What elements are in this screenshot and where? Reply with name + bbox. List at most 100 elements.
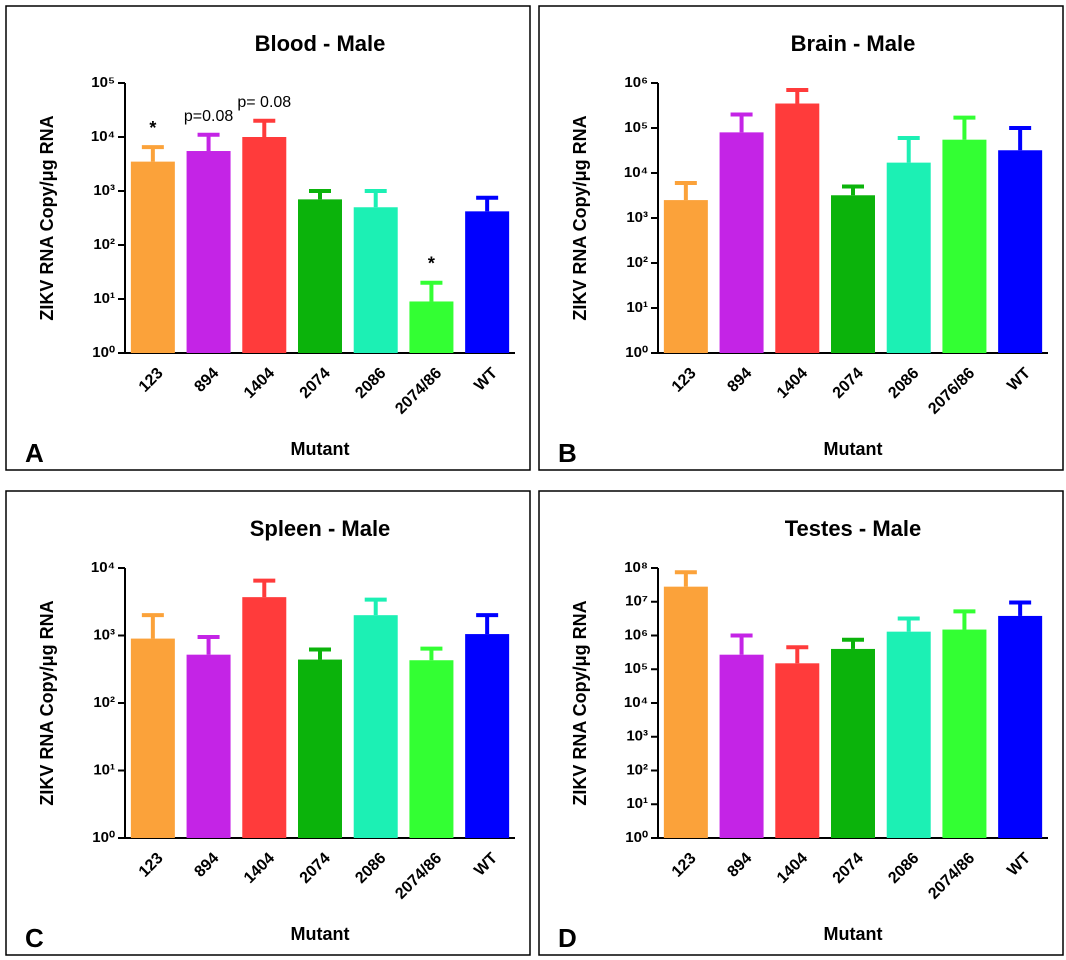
x-tick-label: 2074: [297, 365, 334, 402]
bar: [775, 103, 820, 353]
bar: [409, 660, 454, 838]
error-bar: [842, 637, 864, 649]
y-tick-label: 10¹: [93, 290, 115, 307]
bar: [130, 638, 175, 838]
error-bar: [309, 189, 331, 200]
annotation: p= 0.08: [237, 94, 291, 111]
error-bar: [842, 184, 864, 196]
y-tick-label: 10³: [93, 182, 115, 199]
y-tick-label: 10⁰: [625, 829, 648, 846]
y-tick-label: 10²: [93, 694, 115, 711]
chart-title: Testes - Male: [785, 516, 922, 541]
bar: [886, 631, 931, 838]
annotation: p=0.08: [184, 108, 233, 125]
error-bar: [309, 647, 331, 660]
error-bar: [897, 135, 920, 163]
error-bar: [786, 87, 809, 104]
panel-label: D: [558, 923, 577, 953]
bar: [130, 161, 175, 353]
y-tick-label: 10⁵: [624, 119, 648, 136]
x-tick-label: 894: [191, 365, 222, 396]
bar: [942, 139, 987, 353]
error-bar: [476, 613, 499, 635]
error-bar: [141, 145, 164, 162]
error-bar: [1009, 126, 1032, 151]
error-bar: [1009, 600, 1032, 616]
y-tick-label: 10⁸: [624, 559, 648, 576]
error-bar: [730, 633, 753, 655]
panel-label: C: [25, 923, 44, 953]
x-tick-label: 894: [724, 850, 755, 881]
x-tick-label: 1404: [774, 365, 811, 402]
y-axis-label: ZIKV RNA Copy/μg RNA: [37, 600, 57, 805]
x-tick-label: 2074: [297, 850, 334, 887]
x-tick-label: 123: [136, 365, 167, 396]
panel: Brain - Male ZIKV RNA Copy/μg RNA Mutant B 1…: [538, 5, 1064, 471]
x-tick-label: 1404: [774, 850, 811, 887]
y-tick-label: 10¹: [626, 795, 648, 812]
y-tick-label: 10⁴: [91, 559, 115, 576]
bar: [298, 659, 342, 838]
panel-label: A: [25, 438, 44, 468]
panel: Spleen - Male ZIKV RNA Copy/μg RNA Mutant C…: [5, 490, 531, 956]
bar: [465, 634, 510, 838]
x-tick-label: 2086: [885, 850, 922, 887]
error-bar: [420, 646, 443, 661]
y-tick-label: 10²: [626, 761, 648, 778]
bar: [409, 301, 454, 353]
x-tick-label: 2074/86: [925, 850, 978, 903]
bar: [719, 654, 764, 838]
bar: [465, 211, 510, 353]
x-axis-label: Mutant: [824, 924, 883, 944]
bar: [775, 663, 820, 838]
panel-frame: [538, 5, 1064, 471]
x-tick-label: WT: [1004, 365, 1034, 395]
x-tick-label: 1404: [241, 850, 278, 887]
x-tick-label: 2086: [885, 365, 922, 402]
bar: [719, 132, 764, 353]
y-tick-label: 10⁰: [92, 829, 115, 846]
x-tick-label: WT: [471, 365, 501, 395]
error-bar: [141, 613, 164, 639]
bar: [998, 615, 1043, 838]
chart-title: Spleen - Male: [250, 516, 391, 541]
y-tick-label: 10⁵: [91, 74, 115, 91]
bar: [886, 162, 931, 353]
bar: [663, 586, 708, 838]
x-tick-label: WT: [471, 850, 501, 880]
bar: [242, 137, 287, 353]
bar: [242, 597, 287, 838]
error-bar: [420, 280, 443, 302]
y-tick-label: 10⁰: [92, 344, 115, 361]
y-axis-label: ZIKV RNA Copy/μg RNA: [570, 115, 590, 320]
y-tick-label: 10⁴: [624, 694, 648, 711]
panel: Blood - Male ZIKV RNA Copy/μg RNA Mutant A 1…: [5, 5, 531, 471]
bar: [353, 207, 398, 353]
y-tick-label: 10⁴: [91, 128, 115, 145]
error-bar: [953, 609, 976, 630]
y-tick-label: 10²: [93, 236, 115, 253]
error-bar: [674, 570, 697, 587]
y-axis-label: ZIKV RNA Copy/μg RNA: [570, 600, 590, 805]
error-bar: [253, 578, 276, 598]
error-bar: [253, 118, 276, 137]
error-bar: [786, 645, 809, 664]
y-tick-label: 10²: [626, 254, 648, 271]
x-tick-label: WT: [1004, 850, 1034, 880]
bar: [298, 199, 342, 353]
x-tick-label: 2086: [352, 850, 389, 887]
panel-frame: [5, 5, 531, 471]
x-tick-label: 2074: [830, 365, 867, 402]
bar: [831, 195, 875, 353]
error-bar: [730, 112, 753, 133]
y-tick-label: 10³: [93, 626, 115, 643]
error-bar: [364, 189, 387, 208]
error-bar: [197, 635, 220, 655]
x-tick-label: 123: [669, 365, 700, 396]
bar: [831, 648, 875, 838]
bar: [998, 150, 1043, 353]
error-bar: [476, 195, 499, 212]
y-tick-label: 10⁴: [624, 164, 648, 181]
y-tick-label: 10³: [626, 728, 648, 745]
